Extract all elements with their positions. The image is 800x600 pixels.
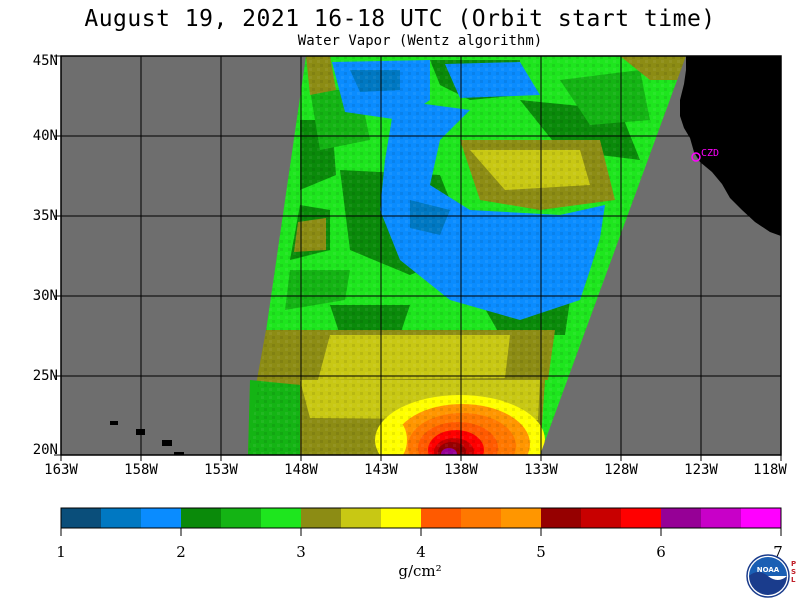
lat-label-20n: 20N	[32, 442, 58, 458]
colorbar-swatch	[701, 508, 742, 528]
colorbar-label-7: 7	[773, 543, 783, 561]
colorbar-swatch	[661, 508, 702, 528]
lon-label-128w: 128W	[604, 462, 638, 478]
colorbar-swatch	[541, 508, 582, 528]
colorbar-swatch	[101, 508, 142, 528]
lat-label-40n: 40N	[32, 128, 58, 144]
colorbar-swatch	[381, 508, 422, 528]
colorbar-swatch	[141, 508, 182, 528]
colorbar-label-6: 6	[656, 543, 666, 561]
land-north-america	[680, 56, 781, 236]
map-subtitle: Water Vapor (Wentz algorithm)	[297, 33, 543, 49]
lat-lon-grid	[61, 56, 781, 455]
lon-label-133w: 133W	[524, 462, 558, 478]
colorbar-swatch	[221, 508, 262, 528]
noaa-logo-icon: NOAA	[746, 554, 790, 598]
colorbar-swatch	[741, 508, 782, 528]
lon-label-153w: 153W	[204, 462, 238, 478]
colorbar-swatch	[501, 508, 542, 528]
station-czd-label: CZD	[701, 148, 719, 159]
colorbar-swatch	[461, 508, 502, 528]
lat-label-35n: 35N	[32, 208, 58, 224]
colorbar-label-5: 5	[536, 543, 546, 561]
lon-label-163w: 163W	[44, 462, 78, 478]
colorbar-swatch	[61, 508, 102, 528]
lat-label-45n: 45N	[32, 53, 58, 69]
colorbar-swatch	[621, 508, 662, 528]
colorbar	[61, 508, 782, 528]
noaa-logo-text: NOAA	[757, 566, 780, 574]
colorbar-label-2: 2	[176, 543, 186, 561]
lon-label-143w: 143W	[364, 462, 398, 478]
colorbar-swatch	[261, 508, 302, 528]
colorbar-label-4: 4	[416, 543, 426, 561]
axis-ticks	[54, 55, 782, 461]
lat-label-30n: 30N	[32, 288, 58, 304]
map-frame	[60, 55, 782, 456]
colorbar-label-3: 3	[296, 543, 306, 561]
lon-label-118w: 118W	[753, 462, 787, 478]
lon-label-123w: 123W	[684, 462, 718, 478]
station-czd-marker	[691, 152, 701, 162]
lon-label-138w: 138W	[444, 462, 478, 478]
colorbar-swatch	[421, 508, 462, 528]
colorbar-ticks	[60, 528, 782, 536]
colorbar-swatch	[581, 508, 622, 528]
lon-label-158w: 158W	[124, 462, 158, 478]
colorbar-units: g/cm²	[398, 562, 442, 580]
colorbar-swatch	[181, 508, 222, 528]
lon-label-148w: 148W	[284, 462, 318, 478]
lat-label-25n: 25N	[32, 368, 58, 384]
colorbar-label-1: 1	[56, 543, 66, 561]
map-title: August 19, 2021 16-18 UTC (Orbit start t…	[84, 6, 716, 32]
colorbar-swatch	[301, 508, 342, 528]
colorbar-swatch	[341, 508, 382, 528]
